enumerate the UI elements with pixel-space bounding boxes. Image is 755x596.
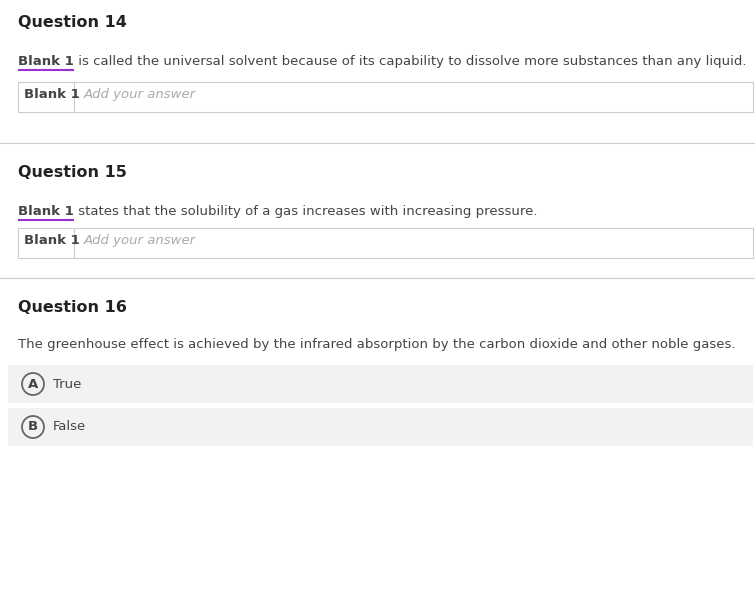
Text: True: True <box>53 377 82 390</box>
Text: Add your answer: Add your answer <box>84 88 196 101</box>
FancyBboxPatch shape <box>8 365 753 403</box>
Text: Add your answer: Add your answer <box>84 234 196 247</box>
Text: is called the universal solvent because of its capability to dissolve more subst: is called the universal solvent because … <box>74 55 746 68</box>
FancyBboxPatch shape <box>18 82 753 112</box>
Text: Question 16: Question 16 <box>18 300 127 315</box>
Text: Blank 1: Blank 1 <box>18 205 74 218</box>
Text: False: False <box>53 421 86 433</box>
Text: B: B <box>28 421 38 433</box>
Text: states that the solubility of a gas increases with increasing pressure.: states that the solubility of a gas incr… <box>74 205 538 218</box>
Text: Blank 1: Blank 1 <box>24 88 80 101</box>
FancyBboxPatch shape <box>8 408 753 446</box>
Text: Blank 1: Blank 1 <box>24 234 80 247</box>
FancyBboxPatch shape <box>18 228 753 258</box>
Text: The greenhouse effect is achieved by the infrared absorption by the carbon dioxi: The greenhouse effect is achieved by the… <box>18 338 735 351</box>
Text: A: A <box>28 377 38 390</box>
Text: Question 15: Question 15 <box>18 165 127 180</box>
Text: Question 14: Question 14 <box>18 15 127 30</box>
Text: Blank 1: Blank 1 <box>18 55 74 68</box>
